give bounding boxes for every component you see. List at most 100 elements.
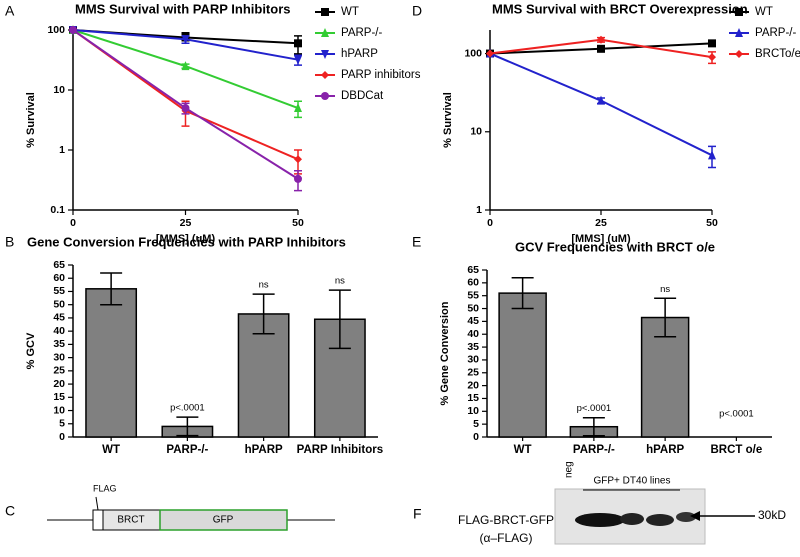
- gfp-label: GFP: [213, 515, 234, 526]
- x-tick-label: PARP-/-: [166, 444, 208, 456]
- western-blot: F neg GFP+ DT40 lines 30kD FLAG-BRCT-GFP…: [413, 461, 786, 545]
- marker: [181, 61, 190, 71]
- marker: [597, 44, 605, 53]
- y-tick-label: 10: [53, 84, 65, 96]
- band: [676, 512, 696, 522]
- x-tick-label: 0: [70, 217, 76, 229]
- legend-label: BRCTo/e: [755, 48, 800, 60]
- chart-title: GCV Frequencies with BRCT o/e: [515, 239, 715, 254]
- chart-panel: E GCV Frequencies with BRCT o/e % Gene Con…: [412, 234, 772, 456]
- flag-pointer: [95, 496, 99, 511]
- marker: [321, 28, 329, 37]
- annotation: ns: [660, 284, 670, 295]
- chart-panel: A MMS Survival with PARP Inhibitors % Surv…: [5, 1, 421, 244]
- panel-label: C: [5, 503, 15, 519]
- annotation: p<.0001: [577, 403, 612, 414]
- y-tick-label: 55: [467, 289, 479, 301]
- marker: [735, 50, 743, 58]
- x-axis-label: [MMS] (uM): [571, 233, 631, 245]
- x-tick-label: hPARP: [646, 444, 684, 456]
- x-tick-label: hPARP: [245, 444, 283, 456]
- marker: [294, 103, 302, 113]
- x-tick-label: 25: [595, 217, 607, 229]
- y-tick-label: 65: [53, 259, 65, 271]
- chart-panel: B Gene Conversion Frequencies with PARP I…: [5, 234, 383, 456]
- y-tick-label: 40: [53, 325, 65, 337]
- chart-title: Gene Conversion Frequencies with PARP In…: [27, 234, 346, 249]
- x-tick-label: 0: [487, 217, 493, 229]
- chart-title: MMS Survival with BRCT Overexpression: [492, 1, 748, 16]
- x-tick-label: WT: [102, 444, 120, 456]
- marker: [708, 53, 716, 62]
- panel-label: B: [5, 234, 14, 250]
- y-tick-label: 0: [59, 431, 65, 443]
- error-bar: [100, 272, 123, 306]
- legend-label: DBDCat: [341, 90, 384, 102]
- y-tick-label: 0.1: [50, 204, 65, 216]
- y-tick-label: 1: [59, 144, 65, 156]
- marker: [321, 8, 329, 16]
- marker: [486, 49, 494, 58]
- error-bar: [176, 416, 199, 437]
- flag-label: FLAG: [93, 483, 117, 493]
- x-tick-label: 50: [292, 217, 304, 229]
- legend-label: PARP-/-: [341, 27, 382, 39]
- panel-label: F: [413, 506, 422, 522]
- annotation: ns: [335, 276, 345, 287]
- protein-label: FLAG-BRCT-GFP: [458, 513, 554, 527]
- marker: [181, 104, 190, 113]
- y-tick-label: 45: [467, 315, 479, 327]
- brct-label: BRCT: [117, 515, 144, 526]
- x-tick-label: PARP Inhibitors: [297, 444, 383, 456]
- antibody-label: (α–FLAG): [480, 531, 533, 545]
- error-bar: [252, 293, 275, 335]
- bar: [85, 288, 138, 438]
- y-tick-label: 40: [467, 328, 479, 340]
- panel-label: A: [5, 3, 15, 19]
- y-tick-label: 15: [467, 392, 479, 404]
- y-tick-label: 20: [467, 379, 479, 391]
- y-tick-label: 65: [467, 264, 479, 276]
- panel-label: E: [412, 234, 421, 250]
- x-tick-label: 50: [706, 217, 718, 229]
- legend-label: WT: [341, 6, 359, 18]
- y-tick-label: 50: [53, 298, 65, 310]
- band: [620, 513, 644, 525]
- gfp-box: [159, 509, 288, 531]
- y-tick-label: 10: [470, 126, 482, 138]
- annotation: ns: [259, 280, 269, 291]
- marker: [294, 174, 302, 183]
- marker: [735, 8, 743, 16]
- y-tick-label: 50: [467, 302, 479, 314]
- legend-label: hPARP: [341, 48, 378, 60]
- error-bar: [582, 416, 605, 437]
- legend-label: PARP-/-: [755, 27, 796, 39]
- y-tick-label: 5: [473, 418, 479, 430]
- legend-label: WT: [755, 6, 773, 18]
- arrow-head: [690, 511, 700, 521]
- y-tick-label: 60: [53, 272, 65, 284]
- chart-panel: D MMS Survival with BRCT Overexpression % …: [412, 1, 800, 244]
- x-tick-label: PARP-/-: [573, 444, 615, 456]
- marker: [708, 39, 716, 48]
- y-tick-label: 15: [53, 391, 65, 403]
- annotation: p<.0001: [170, 403, 205, 414]
- construct-diagram: C FLAG BRCT GFP: [5, 483, 335, 531]
- error-bar: [511, 276, 534, 310]
- y-tick-label: 0: [473, 431, 479, 443]
- marker: [597, 95, 605, 105]
- flag-box: [92, 509, 104, 531]
- lane-group-label: GFP+ DT40 lines: [594, 476, 671, 487]
- y-tick-label: 45: [53, 312, 65, 324]
- x-tick-label: BRCT o/e: [711, 444, 763, 456]
- x-axis-label: [MMS] (uM): [156, 233, 216, 245]
- y-tick-label: 55: [53, 285, 65, 297]
- marker: [708, 150, 716, 160]
- y-tick-label: 25: [467, 367, 479, 379]
- marker: [597, 35, 605, 44]
- y-tick-label: 1: [476, 204, 482, 216]
- bar: [498, 292, 547, 438]
- x-tick-label: 25: [180, 217, 192, 229]
- marker: [294, 39, 302, 48]
